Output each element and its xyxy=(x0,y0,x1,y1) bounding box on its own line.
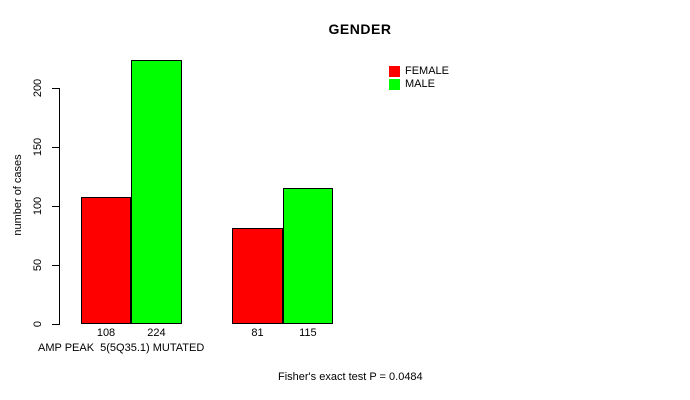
y-axis-tick-50 xyxy=(52,265,59,266)
y-tick-label-150: 150 xyxy=(32,137,44,157)
legend-label-male: MALE xyxy=(405,78,435,90)
bar-value-label-female-group-1: 108 xyxy=(96,327,116,339)
legend-label-female: FEMALE xyxy=(405,65,450,77)
bar-value-label-male-group-1: 224 xyxy=(147,327,166,339)
y-tick-label-0: 0 xyxy=(32,320,44,328)
legend: FEMALE MALE xyxy=(389,66,449,90)
bar-value-label-female-group-2: 81 xyxy=(251,327,264,339)
legend-entry-female: FEMALE xyxy=(389,66,449,77)
bar-value-label-male-group-2: 115 xyxy=(299,327,317,339)
legend-swatch-male xyxy=(389,79,400,90)
chart-title: GENDER xyxy=(328,21,392,37)
fisher-test-note: Fisher's exact test P = 0.0484 xyxy=(278,371,423,383)
y-axis-line xyxy=(59,88,60,325)
y-tick-label-200: 200 xyxy=(32,78,44,98)
bar-male-group-1 xyxy=(131,59,182,324)
legend-swatch-female xyxy=(389,66,400,77)
y-axis-tick-200 xyxy=(52,88,59,89)
y-axis-tick-150 xyxy=(52,147,59,148)
legend-entry-male: MALE xyxy=(389,79,449,90)
y-axis-tick-100 xyxy=(52,206,59,207)
y-tick-label-100: 100 xyxy=(32,196,44,216)
bar-female-group-1 xyxy=(80,196,132,324)
bar-male-group-2 xyxy=(282,188,334,324)
x-axis-annotation: AMP PEAK 5(5Q35.1) MUTATED xyxy=(38,342,205,354)
y-axis-tick-0 xyxy=(52,324,59,325)
bar-female-group-2 xyxy=(232,228,283,324)
y-tick-label-50: 50 xyxy=(32,258,44,272)
